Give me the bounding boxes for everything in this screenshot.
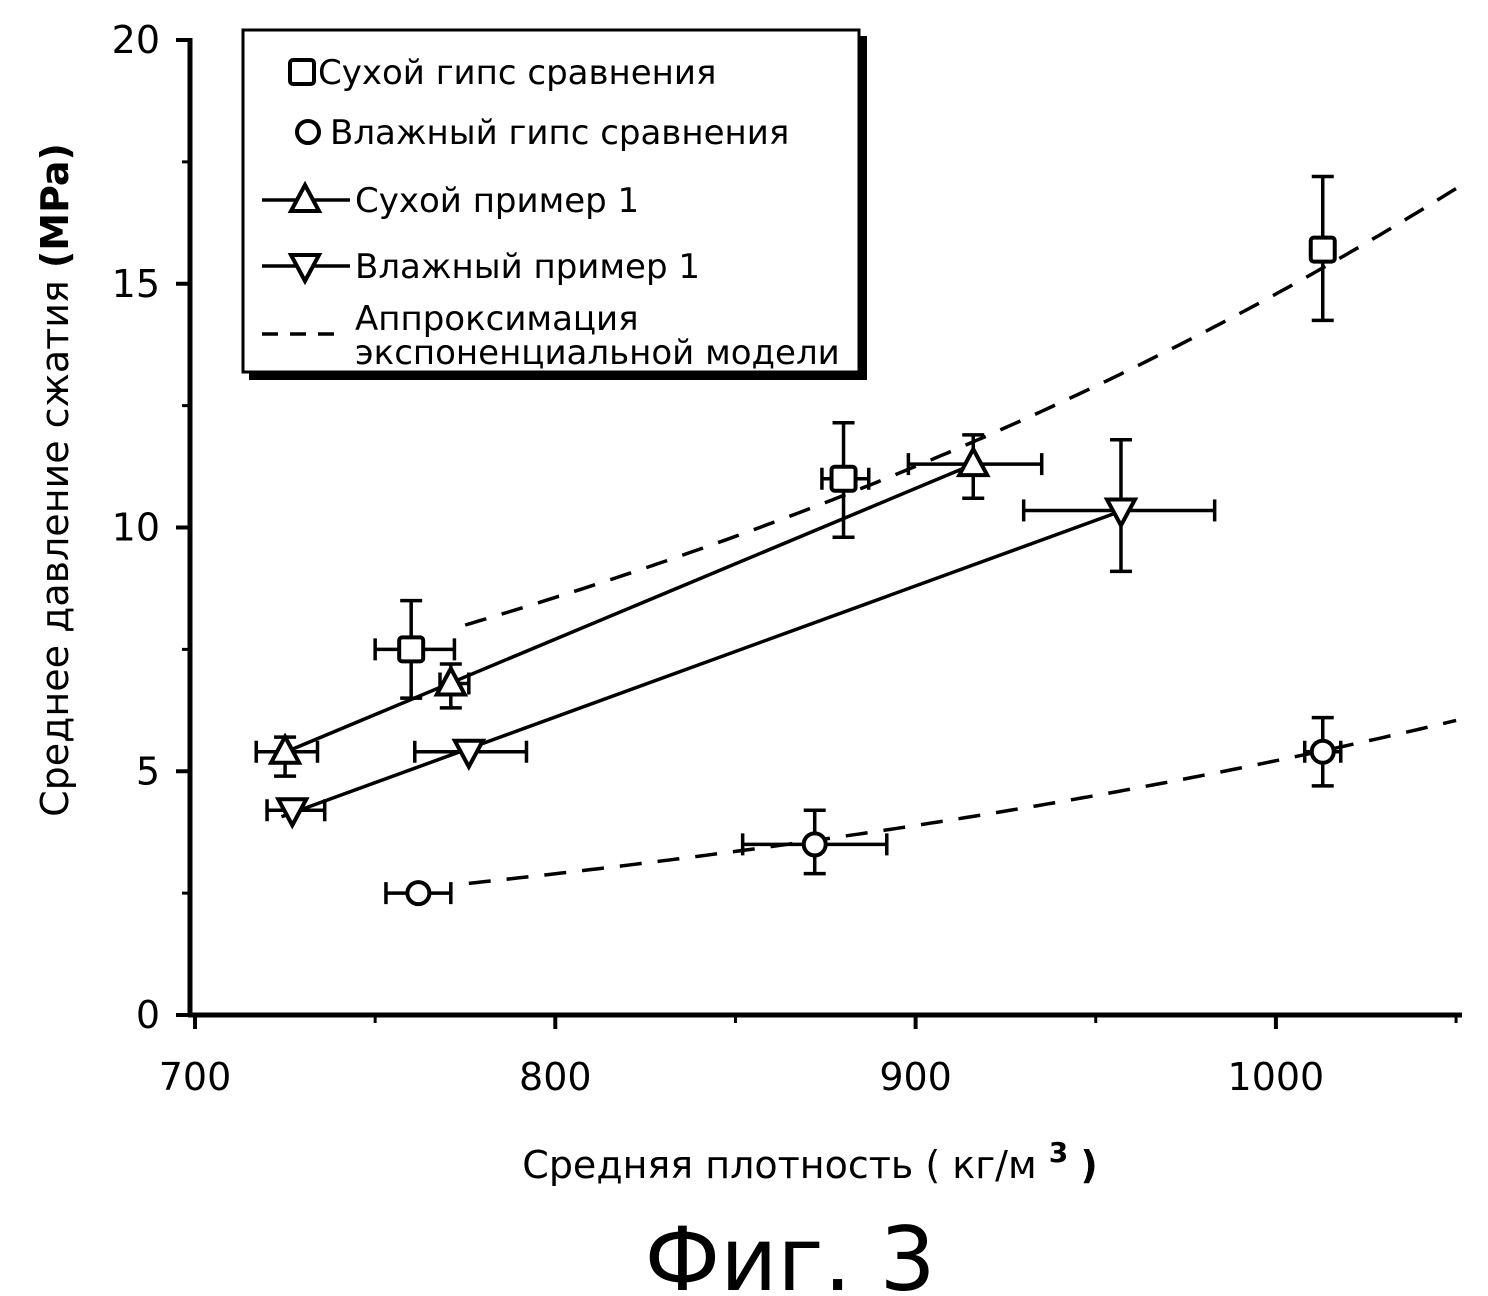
x-tick-label: 700 [159,1055,232,1099]
data-point [373,598,457,700]
legend-marker-square [288,58,316,86]
data-point [265,797,327,830]
data-point [254,732,320,778]
data-point [820,420,871,539]
marker-triangle-up [267,732,303,765]
data-point [1302,715,1343,788]
marker-triangle-up [955,444,991,478]
x-axis-label-unit: кг/м [952,1143,1036,1187]
x-tick-label: 800 [519,1055,592,1099]
data-point [433,662,471,710]
marker-square [397,635,426,664]
y-tick-label: 0 [136,993,160,1037]
series-line-2 [273,462,974,759]
data-point [740,808,889,876]
data-point [1308,174,1337,323]
marker-square [829,464,858,493]
data-point [906,433,1044,500]
y-tick-label: 15 [112,262,160,306]
x-axis-label-close: ) [1080,1143,1097,1187]
figure-caption: Фиг. 3 [644,1208,935,1296]
y-axis-label-text: Среднее давление сжатия [33,280,77,817]
legend-marker-triangle-down [287,253,323,286]
legend-label: Аппроксимация [355,299,639,339]
x-tick-label: 900 [879,1055,952,1099]
marker-triangle-down [451,738,487,771]
marker-square [1308,235,1337,264]
y-tick-label: 5 [136,749,160,793]
data-point [413,738,529,771]
marker-triangle-down [274,797,310,830]
data-point [1021,438,1217,574]
legend: Сухой гипс сравнения Влажный гипс сравнен… [241,28,867,380]
y-tick-label: 10 [112,506,160,550]
y-tick-label: 20 [112,18,160,62]
legend-label: Сухой пример 1 [355,181,639,221]
fit-curve-1 [468,718,1457,886]
fit-curve-0 [464,184,1461,627]
x-axis-label-text: Средняя плотность ( [522,1143,940,1187]
marker-triangle-up [433,664,469,697]
marker-circle [1309,738,1336,765]
x-tick-label: 1000 [1228,1055,1325,1099]
series-line-3 [280,509,1122,819]
y-axis-label: Среднее давление сжатия (MPa) [33,143,77,817]
x-axis-label: Средняя плотность ( кг/м 3 ) [522,1127,1097,1187]
legend-marker-circle [295,119,321,145]
legend-label: Влажный пример 1 [355,247,700,287]
y-axis-label-unit: (MPa) [33,143,77,268]
marker-triangle-down [1103,497,1139,530]
marker-circle [801,831,828,858]
legend-label: Влажный гипс сравнения [330,113,789,153]
x-axis-label-sup: 3 [1049,1136,1068,1169]
legend-label: Сухой гипс сравнения [318,53,716,93]
legend-marker-triangle-up [287,180,323,213]
legend-label-line2: экспоненциальной модели [355,333,840,373]
data-point [384,880,453,907]
marker-circle [405,880,432,907]
